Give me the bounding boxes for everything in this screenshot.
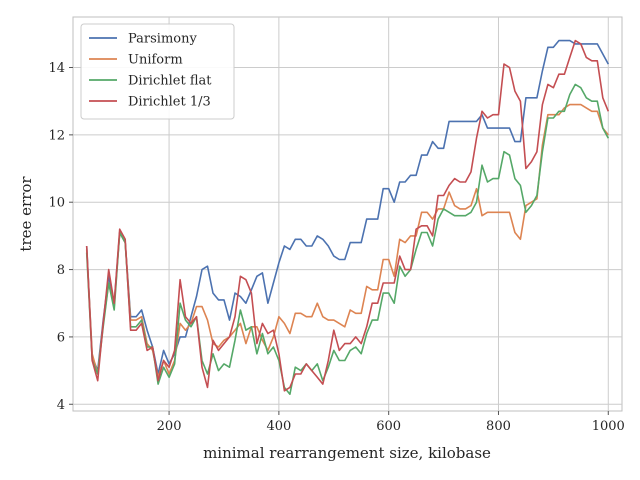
y-tick-label: 14 (48, 61, 65, 76)
x-axis-label: minimal rearrangement size, kilobase (203, 444, 491, 462)
series-line-dirichlet-flat (85, 83, 610, 396)
y-axis-label: tree error (17, 176, 35, 252)
series-line-uniform (85, 103, 609, 379)
legend-label-uniform: Uniform (128, 53, 183, 68)
legend-label-dirichlet-1-3: Dirichlet 1/3 (128, 95, 211, 110)
x-tick-label: 1000 (592, 419, 625, 434)
x-tick-label: 800 (486, 419, 511, 434)
legend-box (80, 23, 235, 120)
x-tick-labels: 200 400 600 800 1000 (157, 411, 625, 434)
y-tick-labels: 4 6 8 10 12 14 (48, 61, 73, 413)
y-tick-label: 10 (48, 196, 65, 211)
y-tick-label: 4 (57, 398, 65, 413)
legend-label-parsimony: Parsimony (128, 32, 197, 47)
x-tick-label: 400 (266, 419, 291, 434)
legend-label-dirichlet-flat: Dirichlet flat (128, 74, 212, 89)
x-tick-label: 600 (376, 419, 401, 434)
x-tick-label: 200 (157, 419, 182, 434)
series-lines (85, 39, 610, 396)
series-line-dirichlet-1-3 (85, 39, 610, 392)
y-tick-label: 12 (48, 128, 65, 143)
y-tick-label: 6 (57, 330, 65, 345)
legend: Parsimony Uniform Dirichlet flat Dirichlet … (80, 23, 235, 120)
y-tick-label: 8 (57, 263, 65, 278)
